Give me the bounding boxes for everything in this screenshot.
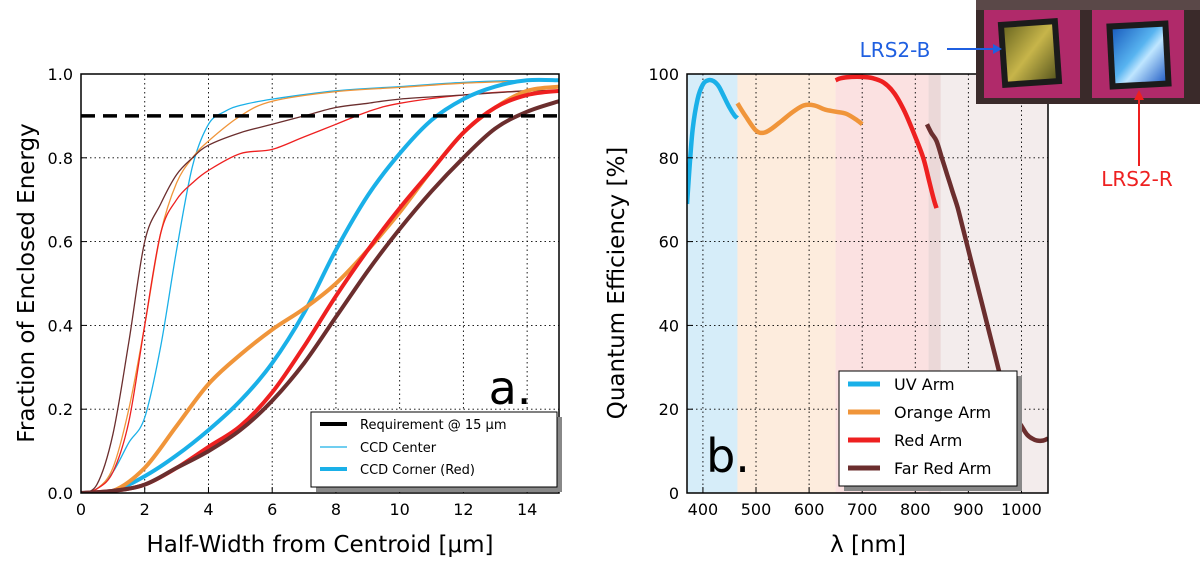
x-tick-label: 500 [741,500,772,519]
y-tick-label: 0 [669,484,679,503]
ccd-lrs2-b [997,17,1063,89]
panel-b: 400 500 600 700 800 900 1000 0 20 40 60 80 100 λ [nm… [604,0,1200,558]
panel-a-label: a. [489,361,532,415]
y-tick-label: 0.6 [48,233,73,252]
x-tick-label: 400 [688,500,719,519]
series-far-red-corner [81,99,559,493]
panel-b-ylabel: Quantum Efficiency [%] [604,147,630,420]
inset-arrowhead-r [1134,90,1144,100]
x-tick-label: 700 [847,500,878,519]
inset-label-lrs2-r: LRS2-R [1101,167,1173,191]
series-red-center [81,89,559,493]
inset-lid [976,0,1200,10]
x-tick-label: 8 [331,500,341,519]
legend-label-ccd-center: CCD Center [360,441,437,456]
panel-a: 0 2 4 6 8 10 12 14 0.0 0.2 0.4 0.6 0.8 1.0 Half-Width… [14,65,562,558]
panel-a-xlabel: Half-Width from Centroid [μm] [146,532,493,558]
x-tick-label: 4 [203,500,213,519]
band-uv-band [687,74,738,493]
y-tick-label: 1.0 [48,65,73,84]
ccd-lrs2-r [1106,20,1172,90]
legend-label-far-red-arm: Far Red Arm [894,459,992,478]
legend-label-requirement: Requirement @ 15 μm [360,418,506,433]
x-tick-label: 12 [453,500,473,519]
y-tick-label: 20 [659,400,679,419]
panel-b-frame [686,73,1049,494]
y-tick-label: 100 [648,65,679,84]
series-red-arm [834,74,939,209]
series-uv-center [81,79,559,493]
x-tick-label: 800 [900,500,931,519]
panel-b-xlabel: λ [nm] [830,532,906,558]
series-far-red-arm [924,123,1048,444]
series-uv-arm [687,77,739,205]
legend-label-ccd-corner: CCD Corner (Red) [360,463,475,478]
panel-b-series [687,74,1048,444]
x-tick-label: 0 [76,500,86,519]
panel-b-label: b. [706,429,750,483]
y-tick-label: 0.2 [48,400,73,419]
x-tick-label: 1000 [1001,500,1042,519]
legend-label-orange-arm: Orange Arm [894,403,991,422]
panel-b-legend: UV Arm Orange Arm Red Arm Far Red Arm [838,370,1022,491]
panel-a-legend: Requirement @ 15 μm CCD Center CCD Corne… [310,411,562,492]
x-tick-label: 2 [140,500,150,519]
inset-arrowhead-b [993,44,1002,54]
panel-b-ticks: 400 500 600 700 800 900 1000 0 20 40 60 80 100 [648,65,1041,519]
y-tick-label: 0.8 [48,149,73,168]
y-tick-label: 80 [659,149,679,168]
y-tick-label: 0.0 [48,484,73,503]
x-tick-label: 900 [953,500,984,519]
panel-a-series [81,77,559,493]
legend-label-uv-arm: UV Arm [894,375,955,394]
panel-a-grid [81,74,559,493]
panel-a-frame [80,73,560,494]
y-tick-label: 0.4 [48,316,73,335]
legend-label-red-arm: Red Arm [894,431,962,450]
inset-label-lrs2-b: LRS2-B [860,38,931,62]
y-tick-label: 60 [659,233,679,252]
x-tick-label: 6 [267,500,277,519]
inset-photo [947,0,1200,166]
y-tick-label: 40 [659,316,679,335]
x-tick-label: 10 [389,500,409,519]
series-orange-center [81,79,559,493]
band-orange-band [737,74,836,493]
x-tick-label: 14 [517,500,537,519]
panel-a-ylabel: Fraction of Enclosed Energy [14,123,40,442]
series-orange-arm [735,102,864,136]
legend-box [310,411,558,488]
x-tick-label: 600 [794,500,825,519]
series-uv-corner [81,77,559,493]
series-far-red-center [81,89,559,493]
panel-a-ticks: 0 2 4 6 8 10 12 14 0.0 0.2 0.4 0.6 0.8 1.0 [48,65,538,519]
